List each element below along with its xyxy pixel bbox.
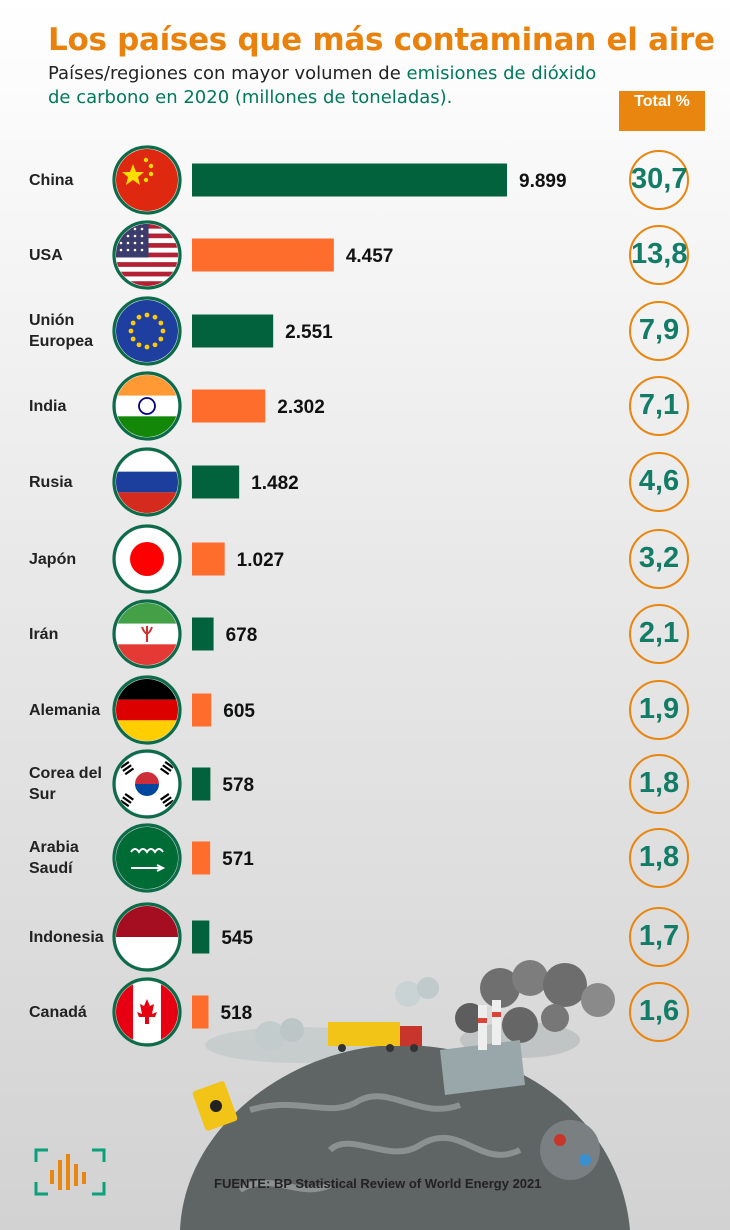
percent-total-circle: 3,2	[629, 529, 689, 589]
bar	[192, 465, 240, 499]
country-label: India	[29, 398, 67, 415]
bar	[192, 542, 225, 576]
country-label: Corea del Sur	[29, 765, 102, 803]
country-label: Irán	[29, 626, 59, 643]
smoke-cloud-icon	[255, 960, 615, 1051]
bar-value-label: 571	[222, 849, 254, 870]
total-percent-header: Total %	[619, 91, 705, 131]
truck-icon	[328, 1022, 422, 1052]
bar	[192, 238, 334, 272]
country-label: USA	[29, 247, 63, 264]
bar-value-label: 605	[223, 701, 255, 722]
usa-flag-icon	[112, 220, 182, 290]
country-label: Japón	[29, 551, 77, 568]
iran-flag-icon	[112, 599, 182, 669]
country-label: Indonesia	[29, 929, 104, 946]
radioactive-barrel-icon	[192, 1081, 238, 1131]
country-label: Unión Europea	[29, 312, 94, 350]
germany-flag-icon	[112, 675, 182, 745]
eu-flag-icon	[112, 296, 182, 366]
percent-total-circle: 1,9	[629, 680, 689, 740]
bar-value-label: 518	[220, 1003, 252, 1024]
subtitle-plain: Países/regiones con mayor volumen de	[48, 63, 407, 84]
saudi-arabia-flag-icon	[112, 823, 182, 893]
bar	[192, 841, 211, 875]
country-label: China	[29, 172, 74, 189]
indonesia-flag-icon	[112, 902, 182, 972]
percent-total-circle: 1,6	[629, 982, 689, 1042]
bar-value-label: 1.482	[251, 473, 299, 494]
china-flag-icon	[112, 145, 182, 215]
bar	[192, 314, 274, 348]
country-label: Alemania	[29, 702, 101, 719]
bar-value-label: 1.027	[237, 550, 285, 571]
percent-total-circle: 1,8	[629, 828, 689, 888]
bar	[192, 693, 212, 727]
percent-total-circle: 30,7	[629, 150, 689, 210]
bar-value-label: 545	[221, 928, 253, 949]
canada-flag-icon	[112, 977, 182, 1047]
bar	[192, 995, 209, 1029]
source-note: FUENTE: BP Statistical Review of World E…	[214, 1176, 542, 1191]
subtitle: Países/regiones con mayor volumen de emi…	[48, 62, 608, 110]
bar-value-label: 2.302	[277, 397, 325, 418]
bar	[192, 163, 507, 197]
percent-total-circle: 7,9	[629, 301, 689, 361]
subtitle-highlight: emisiones de dióxido de carbono en 2020 …	[48, 63, 597, 108]
country-label: Arabia Saudí	[29, 839, 79, 877]
bar-value-label: 678	[226, 625, 258, 646]
country-label: Rusia	[29, 474, 73, 491]
bar	[192, 767, 211, 801]
south-korea-flag-icon	[112, 749, 182, 819]
bar-value-label: 578	[222, 775, 254, 796]
percent-total-circle: 13,8	[629, 225, 689, 285]
bar	[192, 389, 266, 423]
percent-total-circle: 2,1	[629, 604, 689, 664]
page-title: Los países que más contaminan el aire	[48, 22, 715, 58]
garbage-pile-icon	[540, 1120, 600, 1180]
russia-flag-icon	[112, 447, 182, 517]
percent-total-circle: 4,6	[629, 452, 689, 512]
bar	[192, 617, 214, 651]
india-flag-icon	[112, 371, 182, 441]
bar-value-label: 2.551	[285, 322, 333, 343]
japan-flag-icon	[112, 524, 182, 594]
factory-icon	[440, 1000, 525, 1095]
country-label: Canadá	[29, 1004, 87, 1021]
percent-total-circle: 1,8	[629, 754, 689, 814]
brand-logo-icon	[34, 1148, 106, 1196]
bar-value-label: 4.457	[346, 246, 394, 267]
bar	[192, 920, 210, 954]
percent-total-circle: 7,1	[629, 376, 689, 436]
bar-value-label: 9.899	[519, 171, 567, 192]
percent-total-circle: 1,7	[629, 907, 689, 967]
